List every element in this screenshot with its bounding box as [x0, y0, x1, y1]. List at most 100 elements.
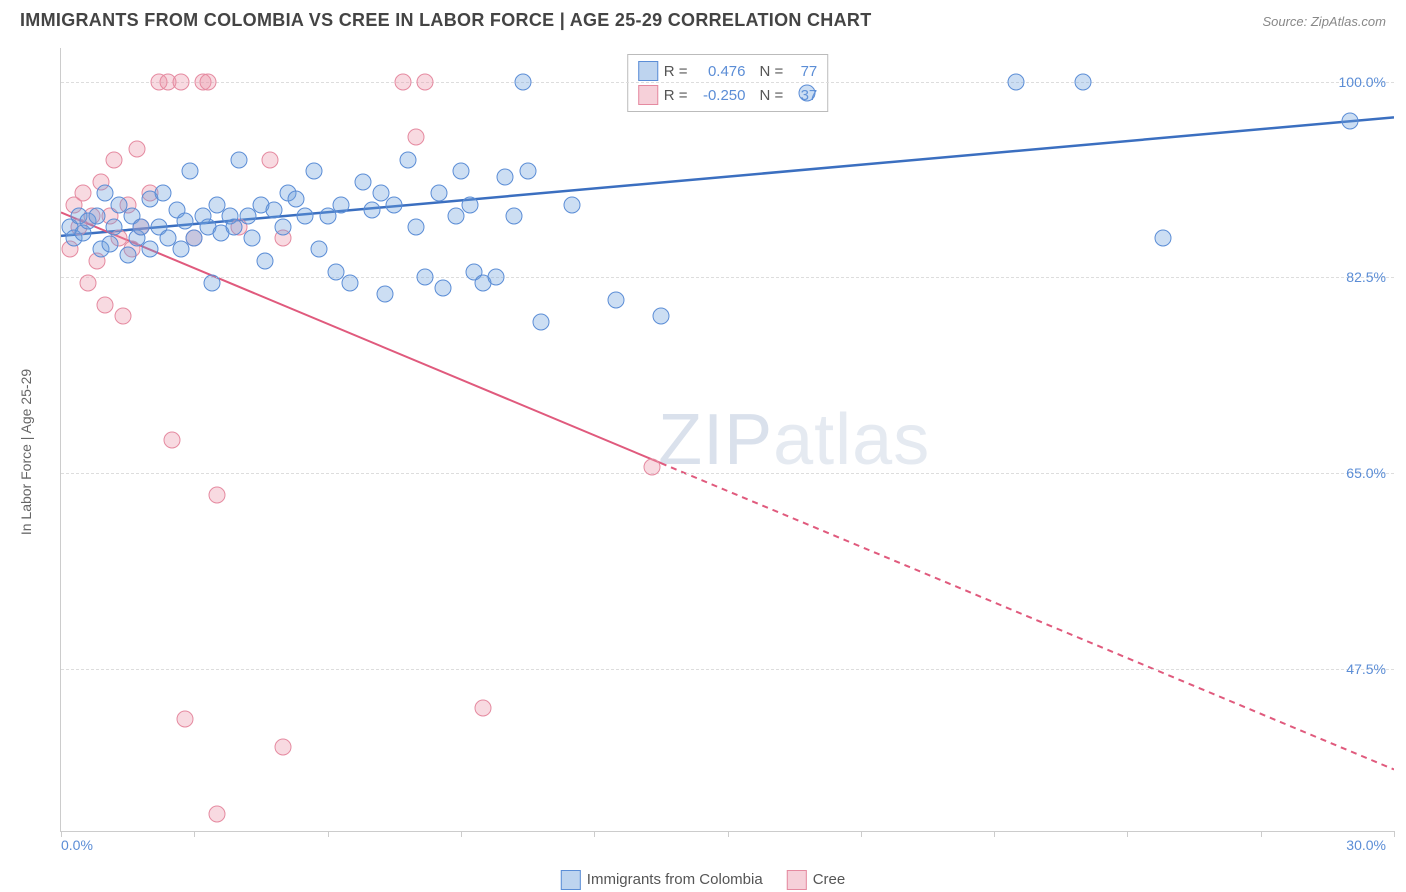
- gridline: [61, 473, 1394, 474]
- data-point-a: [119, 246, 136, 263]
- data-point-a: [181, 163, 198, 180]
- plot-region: ZIPatlas R =0.476N =77R =-0.250N =37 0.0…: [60, 48, 1394, 832]
- data-point-b: [172, 73, 189, 90]
- data-point-a: [275, 218, 292, 235]
- legend-r-label: R =: [664, 87, 688, 104]
- data-point-a: [341, 274, 358, 291]
- data-point-a: [452, 163, 469, 180]
- data-point-b: [208, 487, 225, 504]
- x-axis-max-label: 30.0%: [1346, 837, 1386, 853]
- data-point-a: [177, 213, 194, 230]
- data-point-a: [332, 196, 349, 213]
- watermark-a: ZIP: [658, 400, 773, 480]
- y-tick-label: 47.5%: [1346, 661, 1386, 677]
- x-tick: [728, 831, 729, 837]
- data-point-a: [1074, 73, 1091, 90]
- data-point-a: [652, 308, 669, 325]
- data-point-a: [799, 84, 816, 101]
- data-point-a: [1154, 230, 1171, 247]
- x-tick: [1261, 831, 1262, 837]
- x-tick: [861, 831, 862, 837]
- data-point-a: [532, 314, 549, 331]
- data-point-a: [515, 73, 532, 90]
- data-point-b: [164, 431, 181, 448]
- data-point-b: [643, 459, 660, 476]
- data-point-a: [417, 269, 434, 286]
- data-point-a: [204, 274, 221, 291]
- watermark: ZIPatlas: [658, 399, 930, 481]
- trend-lines: [61, 48, 1394, 831]
- correlation-legend: R =0.476N =77R =-0.250N =37: [627, 54, 829, 112]
- data-point-b: [79, 274, 96, 291]
- data-point-b: [261, 151, 278, 168]
- data-point-a: [608, 291, 625, 308]
- legend-r-value: 0.476: [694, 63, 746, 80]
- chart-title: IMMIGRANTS FROM COLOMBIA VS CREE IN LABO…: [20, 10, 872, 30]
- data-point-a: [266, 202, 283, 219]
- legend-n-label: N =: [760, 87, 784, 104]
- data-point-a: [355, 174, 372, 191]
- x-tick: [594, 831, 595, 837]
- legend-r-label: R =: [664, 63, 688, 80]
- data-point-b: [115, 308, 132, 325]
- data-point-a: [377, 286, 394, 303]
- legend-swatch: [561, 870, 581, 890]
- chart-area: In Labor Force | Age 25-29 ZIPatlas R =0…: [36, 48, 1394, 856]
- x-tick: [1394, 831, 1395, 837]
- data-point-a: [101, 235, 118, 252]
- data-point-a: [310, 241, 327, 258]
- legend-row: R = 0.476 N = 77: [638, 59, 818, 83]
- data-point-b: [475, 699, 492, 716]
- data-point-a: [497, 168, 514, 185]
- y-tick-label: 65.0%: [1346, 465, 1386, 481]
- data-point-a: [563, 196, 580, 213]
- data-point-b: [177, 711, 194, 728]
- data-point-a: [132, 218, 149, 235]
- legend-r-value: -0.250: [694, 87, 746, 104]
- y-tick-label: 100.0%: [1339, 74, 1386, 90]
- data-point-b: [128, 140, 145, 157]
- legend-label: Cree: [813, 871, 846, 888]
- data-point-a: [230, 151, 247, 168]
- data-point-b: [75, 185, 92, 202]
- data-point-b: [97, 297, 114, 314]
- data-point-a: [244, 230, 261, 247]
- data-point-a: [386, 196, 403, 213]
- data-point-a: [155, 185, 172, 202]
- data-point-a: [106, 218, 123, 235]
- data-point-a: [461, 196, 478, 213]
- legend-n-label: N =: [760, 63, 784, 80]
- data-point-b: [408, 129, 425, 146]
- x-tick: [328, 831, 329, 837]
- data-point-a: [1008, 73, 1025, 90]
- data-point-b: [275, 739, 292, 756]
- data-point-b: [106, 151, 123, 168]
- legend-item: Cree: [787, 870, 846, 890]
- gridline: [61, 82, 1394, 83]
- legend-swatch: [638, 85, 658, 105]
- source-name: ZipAtlas.com: [1311, 14, 1386, 29]
- data-point-a: [1341, 112, 1358, 129]
- legend-n-value: 77: [789, 63, 817, 80]
- data-point-a: [488, 269, 505, 286]
- data-point-a: [297, 207, 314, 224]
- x-tick: [461, 831, 462, 837]
- data-point-a: [519, 163, 536, 180]
- data-point-a: [257, 252, 274, 269]
- data-point-a: [506, 207, 523, 224]
- data-point-b: [395, 73, 412, 90]
- x-tick: [994, 831, 995, 837]
- legend-swatch: [787, 870, 807, 890]
- source-prefix: Source:: [1262, 14, 1310, 29]
- data-point-a: [364, 202, 381, 219]
- source-label: Source: ZipAtlas.com: [1262, 14, 1386, 29]
- data-point-b: [417, 73, 434, 90]
- x-tick: [1127, 831, 1128, 837]
- data-point-a: [399, 151, 416, 168]
- data-point-a: [430, 185, 447, 202]
- data-point-a: [435, 280, 452, 297]
- x-axis-min-label: 0.0%: [61, 837, 93, 853]
- data-point-a: [408, 218, 425, 235]
- data-point-b: [208, 806, 225, 823]
- legend-row: R =-0.250N =37: [638, 83, 818, 107]
